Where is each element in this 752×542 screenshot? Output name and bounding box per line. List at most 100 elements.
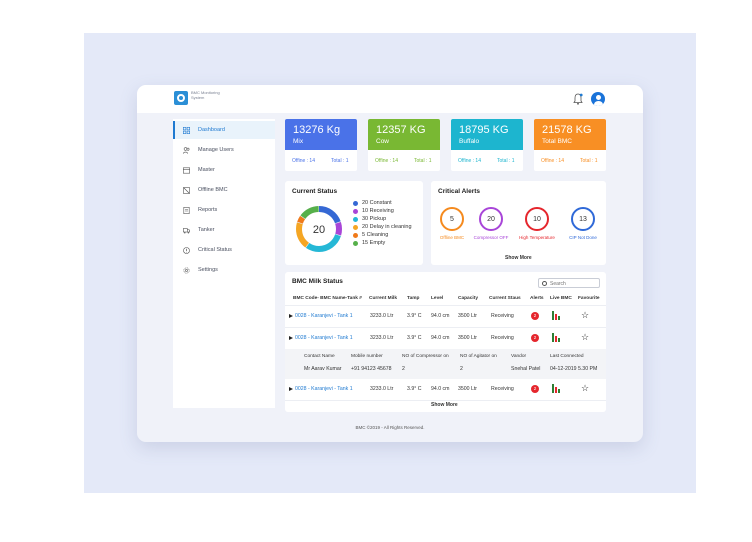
sidebar-item-reports[interactable]: Reports [173,201,275,219]
sidebar-item-critical-status[interactable]: Critical Status [173,241,275,259]
bmc-code-link[interactable]: 0028 - Karanjevi - Tank 1 [295,386,353,392]
stat-label: Total BMC [542,138,572,145]
detail-agitator-count: 2 [460,366,463,372]
stat-value: 13276 Kg [293,124,341,136]
detail-mobile: +91 94123 45678 [351,366,392,372]
current-milk: 3233.0 Ltr [370,313,394,319]
footer-copyright: BMC ©2019 - All Rights Reserved. [355,425,425,430]
master-icon [183,167,190,174]
favourite-star-icon[interactable]: ☆ [581,383,590,393]
stat-offline: Offine : 14 [375,158,398,164]
bell-icon[interactable] [573,93,583,105]
column-header: Current Milk [369,296,397,301]
donut-segment-2 [296,206,342,252]
current-status-title: Current Status [292,188,338,195]
table-row[interactable]: 0028 - Karanjevi - Tank 1 3233.0 Ltr 3.9… [285,328,606,348]
alert-compressor-off[interactable]: 20 Compressor OFF [471,207,511,240]
stat-label: Cow [376,138,390,145]
legend-item: 30 Pickup [353,215,412,223]
donut-segment-1 [296,206,342,252]
search-input-box[interactable] [538,278,600,288]
stat-card-buffalo[interactable]: 18795 KG Buffalo Offine : 14 Total : 1 [451,119,523,171]
alert-high-temperature[interactable]: 10 High Temperature [517,207,557,240]
stat-value: 21578 KG [542,124,592,136]
column-header: Capacity [458,296,478,301]
alert-offline-bmc[interactable]: 5 Offline BMC [432,207,472,240]
sidebar-item-label: Manage Users [198,147,234,153]
alert-count-badge[interactable]: 2 [531,312,539,320]
current-status: Receiving [491,386,514,392]
alert-label: Compressor OFF [473,235,509,240]
stat-card-header [451,119,523,150]
stat-card-total-bmc[interactable]: 21578 KG Total BMC Offine : 14 Total : 1 [534,119,606,171]
alert-icon [183,246,190,254]
expand-caret-icon[interactable] [289,336,293,340]
stat-card-mix[interactable]: 13276 Kg Mix Offine : 14 Total : 1 [285,119,357,171]
bmc-milk-status-card: BMC Milk Status BMC Code- BMC Name-Tank … [285,272,606,412]
favourite-star-icon[interactable]: ☆ [581,332,590,342]
table-row[interactable]: 0028 - Karanjevi - Tank 1 3233.0 Ltr 3.9… [285,379,606,399]
alert-count-badge[interactable]: 2 [531,385,539,393]
column-header: Alerts [530,296,544,301]
divider [285,400,606,401]
stat-total: Total : 1 [580,158,598,164]
current-milk: 3233.0 Ltr [370,386,394,392]
user-avatar-icon[interactable] [591,92,605,106]
temperature: 3.9° C [407,335,422,341]
sidebar-item-label: Settings [198,267,218,273]
live-bmc-bars-icon[interactable] [552,384,562,393]
stat-offline: Offine : 14 [292,158,315,164]
sidebar-item-settings[interactable]: Settings [173,261,275,279]
capacity: 3500 Ltr [458,386,478,392]
app-logo-icon[interactable] [174,91,188,105]
legend-item: 15 Empty [353,239,412,247]
detail-last-connected: 04-12-2019 5.30 PM [550,366,598,372]
alert-ring: 5 [440,207,464,231]
live-bmc-bars-icon[interactable] [552,311,562,320]
sidebar-item-label: Dashboard [198,127,225,133]
alert-count-badge[interactable]: 2 [531,334,539,342]
live-bmc-bars-icon[interactable] [552,333,562,342]
sidebar-item-tanker[interactable]: Tanker [173,221,275,239]
truck-icon [183,227,190,233]
search-input[interactable] [550,280,598,287]
alert-cip-not-done[interactable]: 13 CIP Not Done [563,207,603,240]
users-icon [183,146,190,154]
alert-ring: 20 [479,207,503,231]
stat-card-cow[interactable]: 12357 KG Cow Offine : 14 Total : 1 [368,119,440,171]
current-milk: 3233.0 Ltr [370,335,394,341]
alert-label: Offline BMC [439,235,465,240]
sidebar-item-manage-users[interactable]: Manage Users [173,141,275,159]
sidebar: Dashboard Manage Users Master Offline BM… [173,119,275,408]
status-donut-chart: 20 [296,206,342,252]
status-legend: 20 Constant 10 Receiving 30 Pickup 20 De… [353,199,412,247]
stat-total: Total : 1 [497,158,515,164]
bmc-code-link[interactable]: 0028 - Karanjevi - Tank 1 [295,313,353,319]
detail-contact-name: Mr Aarav Kumar [304,366,342,372]
sidebar-item-label: Tanker [198,227,215,233]
offline-icon [183,186,190,194]
level: 94.0 cm [431,386,450,392]
capacity: 3500 Ltr [458,335,478,341]
critical-alerts-card: Critical Alerts 5 Offline BMC 20 Compres… [431,181,606,265]
table-row[interactable]: 0028 - Karanjevi - Tank 1 3233.0 Ltr 3.9… [285,306,606,326]
alerts-show-more-link[interactable]: Show More [505,255,532,261]
detail-header: Mobile number [351,354,383,359]
sidebar-item-offline-bmc[interactable]: Offline BMC [173,181,275,199]
expand-caret-icon[interactable] [289,314,293,318]
stat-offline: Offine : 14 [541,158,564,164]
bmc-code-link[interactable]: 0028 - Karanjevi - Tank 1 [295,335,353,341]
critical-alerts-title: Critical Alerts [438,188,481,195]
sidebar-item-label: Critical Status [198,247,232,253]
stat-value: 12357 KG [376,124,426,136]
stat-value: 18795 KG [459,124,509,136]
detail-header: NO of Agitator on [460,354,497,359]
table-show-more-link[interactable]: Show More [431,402,458,408]
stat-total: Total : 1 [414,158,432,164]
expand-caret-icon[interactable] [289,387,293,391]
favourite-star-icon[interactable]: ☆ [581,310,590,320]
sidebar-item-master[interactable]: Master [173,161,275,179]
sidebar-item-dashboard[interactable]: Dashboard [173,121,275,139]
column-header: Favourite [578,296,600,301]
column-header: Live BMC [550,296,572,301]
